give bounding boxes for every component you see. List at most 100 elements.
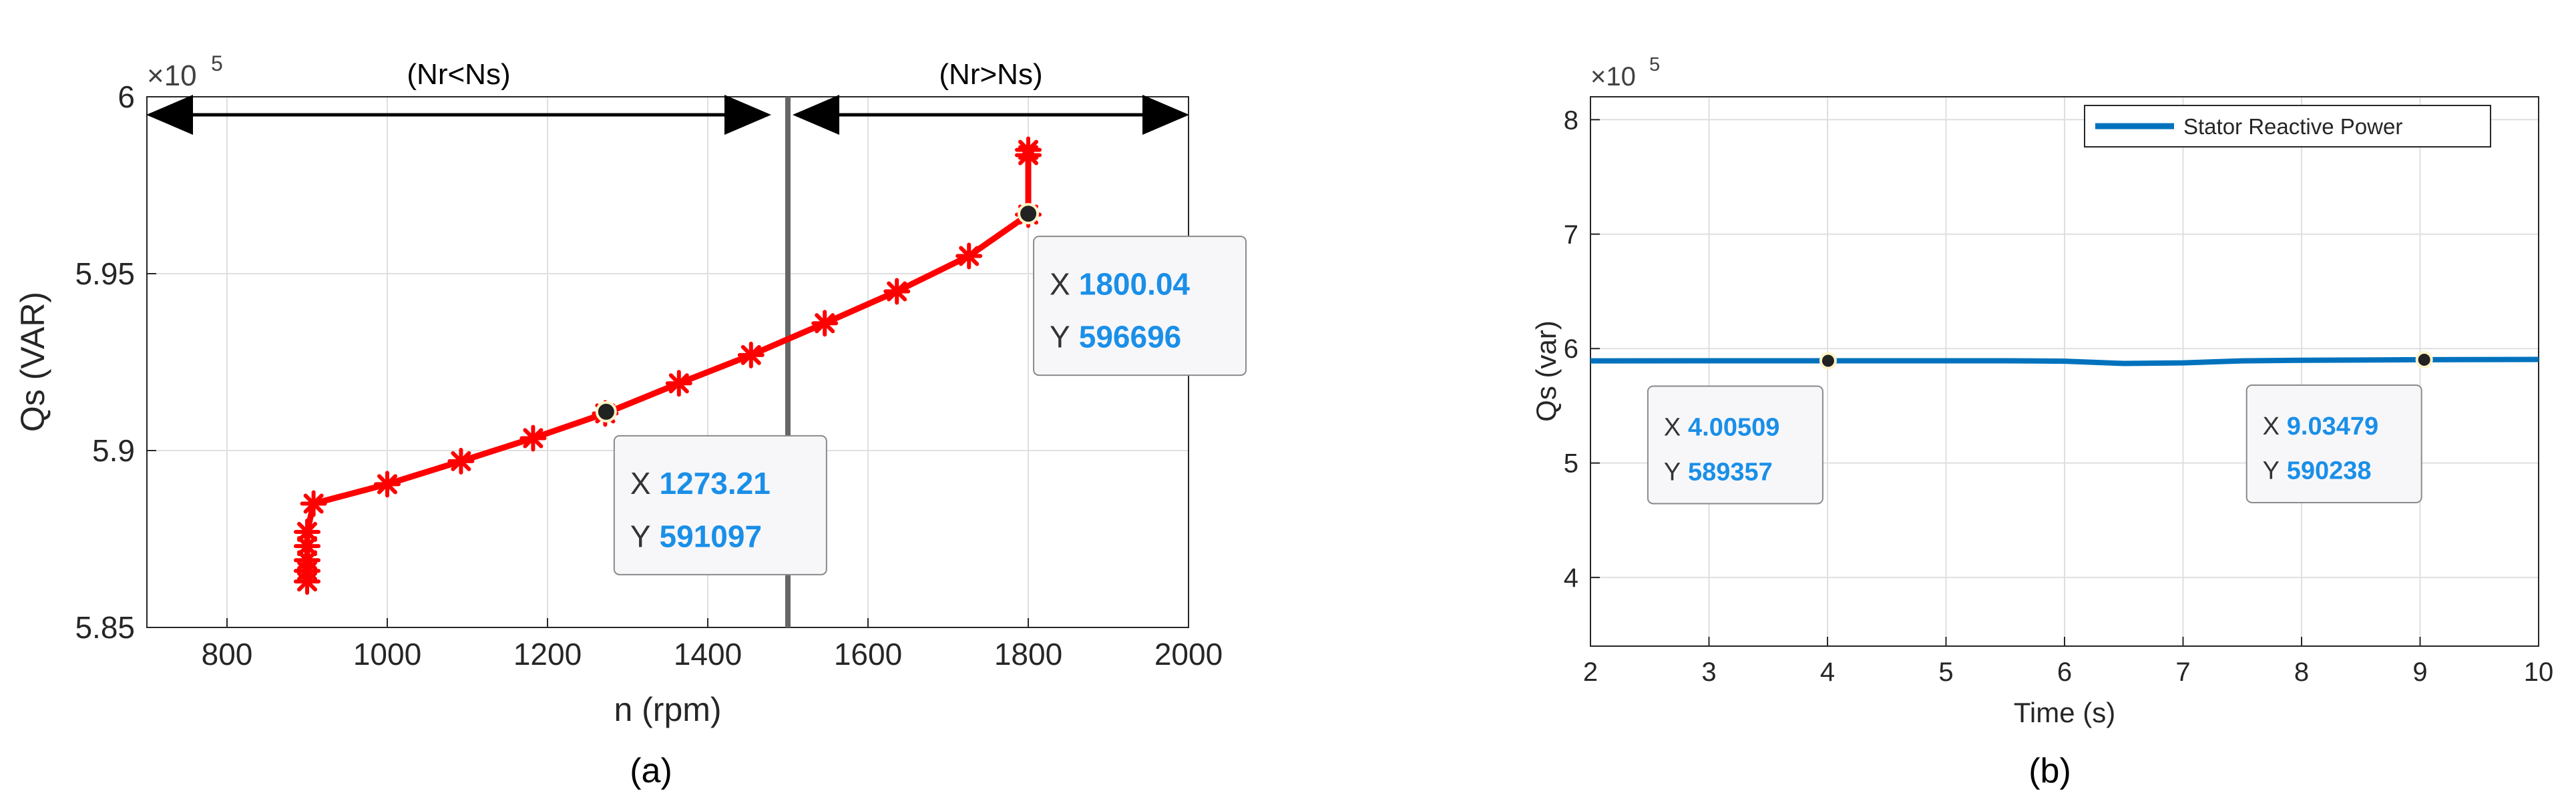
chart-a-data-point — [665, 370, 692, 397]
chart-a-marker-stroke — [740, 344, 761, 365]
chart-b-y-tick-label: 5 — [1564, 449, 1578, 479]
chart-b-y-tick-label: 7 — [1564, 220, 1578, 250]
chart-a-caption: (a) — [630, 752, 672, 790]
chart-a-y-label: Qs (VAR) — [14, 292, 51, 432]
chart-a-y-tick-label: 6 — [118, 79, 135, 114]
chart-a-marker-stroke — [296, 536, 318, 557]
chart-a-datatip-x-value: 1800.04 — [1079, 266, 1191, 301]
chart-a-datatip-box — [1033, 236, 1247, 376]
chart-a-datatip: X 1800.04 Y 596696 — [1018, 203, 1247, 376]
chart-b-datatip-dot — [2415, 350, 2433, 368]
chart-a-data-point — [294, 518, 320, 545]
chart-a-data-point — [519, 425, 547, 452]
chart-b-datatip-box — [1647, 385, 1823, 505]
chart-a-region-label: (Nr>Ns) — [939, 58, 1042, 91]
chart-a-marker-stroke — [296, 550, 318, 571]
chart-b-y-tick-label: 8 — [1564, 105, 1578, 135]
chart-a-datatip-x-prefix: X — [630, 466, 651, 501]
chart-a-data-point — [883, 278, 911, 305]
chart-b-x-tick-label: 8 — [2294, 657, 2309, 687]
chart-b-legend-label: Stator Reactive Power — [2183, 114, 2402, 139]
chart-a-x-tick-label: 1000 — [353, 637, 421, 672]
chart-a-datatip-y-prefix: Y — [630, 519, 651, 553]
chart-a-marker-stroke — [303, 493, 324, 514]
chart-a-datatips: X 1273.21 Y 591097 X 1800.04 Y 596696 — [595, 203, 1247, 575]
chart-b-ticks: 2 3 4 5 6 7 8 9 10 4 5 6 7 8 — [1564, 105, 2554, 687]
chart-b-x-label: Time (s) — [2014, 697, 2115, 728]
chart-b-x-tick-label: 9 — [2412, 657, 2427, 687]
chart-b-x-tick-label: 6 — [2057, 657, 2072, 687]
chart-a-data-point — [447, 447, 475, 475]
chart-a-data-point — [374, 471, 401, 498]
chart-a-marker-stroke — [451, 451, 471, 471]
chart-a-datatip-x-value: 1273.21 — [660, 466, 771, 501]
chart-a-datatip-dot — [595, 400, 617, 423]
chart-a-marker-stroke — [296, 521, 318, 542]
chart-a-data-point — [737, 341, 765, 368]
chart-a-datatip-y-value: 591097 — [660, 519, 763, 553]
chart-a-y-tick-label: 5.95 — [75, 256, 135, 291]
chart-a-datatip-y-value: 596696 — [1079, 320, 1182, 354]
chart-a-data-point — [811, 310, 839, 337]
chart-a-datatip-dot — [1018, 203, 1040, 225]
chart-b-y-label: Qs (var) — [1530, 320, 1562, 422]
chart-b-datatip-y-value: 590238 — [2287, 457, 2372, 485]
chart-a-datatip-y-prefix: Y — [1050, 320, 1070, 354]
chart-a-y-tick-label: 5.9 — [92, 433, 135, 468]
chart-b-x-tick-label: 4 — [1820, 657, 1835, 687]
chart-a-marker-stroke — [523, 428, 544, 449]
chart-a-x-tick-label: 1200 — [513, 637, 582, 672]
chart-a-y-tick-label: 5.85 — [75, 610, 135, 645]
chart-b-series-line — [1590, 356, 2539, 366]
chart-a-data-point — [300, 490, 327, 517]
chart-b-x-tick-label: 2 — [1583, 657, 1598, 687]
chart-a-x-tick-label: 800 — [202, 637, 253, 672]
chart-b-datatip-dot — [1819, 352, 1837, 370]
chart-b-exponent-power: 5 — [1649, 54, 1660, 75]
chart-b-datatip-y-prefix: Y — [1664, 458, 1681, 486]
chart-b-x-tick-label: 10 — [2524, 657, 2554, 687]
chart-a-data-point — [955, 242, 983, 270]
chart-b-y-tick-label: 4 — [1564, 563, 1578, 593]
chart-b-x-tick-label: 5 — [1938, 657, 1953, 687]
chart-b-datatip-x-prefix: X — [1664, 413, 1681, 441]
chart-b-datatip-x-value: 9.03479 — [2287, 413, 2378, 441]
chart-a-datatip: X 1273.21 Y 591097 — [595, 400, 827, 575]
chart-a-exponent-power: 5 — [211, 51, 223, 75]
chart-a-x-label: n (rpm) — [614, 691, 721, 728]
chart-a-x-tick-label: 1600 — [834, 637, 902, 672]
chart-b-series — [1590, 356, 2539, 366]
chart-b-x-tick-label: 7 — [2175, 657, 2190, 687]
chart-b-datatip-box — [2245, 384, 2422, 503]
chart-a-marker-stroke — [377, 474, 398, 495]
chart-b-caption: (b) — [2028, 752, 2071, 790]
chart-a-exponent-base: ×10 — [147, 59, 197, 92]
chart-b-datatip-x-value: 4.00509 — [1688, 413, 1779, 441]
chart-a-x-tick-label: 1400 — [674, 637, 742, 672]
chart-b-datatip-x-prefix: X — [2263, 413, 2280, 441]
chart-a-data-point — [1015, 136, 1042, 164]
chart-a-region-label: (Nr<Ns) — [407, 58, 510, 91]
chart-a-marker-stroke — [668, 373, 689, 394]
chart-b-x-tick-label: 3 — [1701, 657, 1716, 687]
chart-a-datatip-box — [613, 435, 827, 575]
chart-a-x-tick-label: 1800 — [994, 637, 1062, 672]
chart-a-marker-stroke — [815, 313, 835, 334]
chart-a-marker-stroke — [959, 246, 980, 266]
chart-a-datatip-x-prefix: X — [1050, 266, 1070, 301]
chart-a: 800 1000 1200 1400 1600 1800 20005.855.95.956 … — [14, 51, 1247, 790]
chart-a-ticks: 800 1000 1200 1400 1600 1800 2000 5.85 5.9 5.95 6 — [75, 79, 1223, 672]
chart-b-datatip-y-value: 589357 — [1688, 458, 1773, 486]
chart-b-datatip-y-prefix: Y — [2263, 457, 2280, 485]
chart-a-marker-stroke — [1018, 140, 1039, 160]
chart-b-y-tick-label: 6 — [1564, 334, 1578, 364]
chart-a-x-tick-label: 2000 — [1154, 637, 1223, 672]
chart-b-exponent-base: ×10 — [1590, 62, 1636, 91]
chart-a-region-arrows: (Nr<Ns) (Nr>Ns) — [146, 58, 1189, 135]
chart-a-marker-stroke — [887, 281, 907, 302]
